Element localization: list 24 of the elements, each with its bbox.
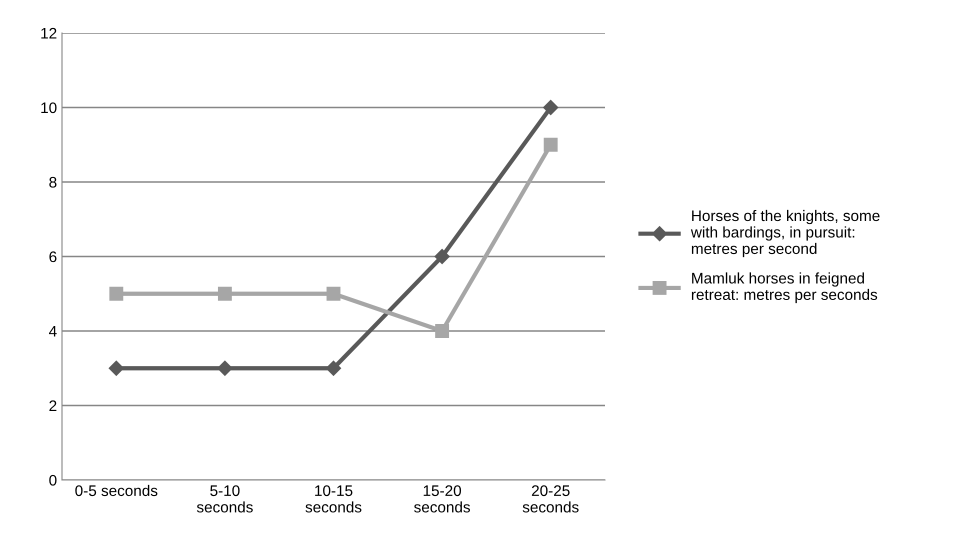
point xyxy=(326,360,342,376)
y-tick-label: 12 xyxy=(41,28,56,39)
point xyxy=(434,248,450,264)
x-tick-label: 15-20 seconds xyxy=(414,485,470,513)
legend-label: Mamluk horses in feigned retreat: metres per seconds xyxy=(692,272,878,304)
point xyxy=(217,360,232,376)
x-tick-label: 0-5 seconds xyxy=(75,484,158,496)
point xyxy=(326,286,340,301)
y-tick-label: 6 xyxy=(49,251,56,262)
x-tick-label: 5-10 seconds xyxy=(196,485,253,513)
point xyxy=(435,324,450,338)
y-tick-label: 4 xyxy=(48,326,57,337)
y-tick-label: 0 xyxy=(49,474,57,486)
point xyxy=(108,360,124,376)
point xyxy=(544,138,558,152)
point xyxy=(218,286,232,301)
x-tick-label: 20-25 seconds xyxy=(522,485,579,513)
y-tick-label: 8 xyxy=(49,176,56,188)
legend-label: Horses of the knights, some with bardings, in pursuit: metres per second xyxy=(690,210,880,258)
point xyxy=(109,286,124,301)
y-tick-label: 10 xyxy=(41,102,57,114)
point xyxy=(543,100,558,116)
x-tick-label: 10-15 seconds xyxy=(305,485,362,513)
y-tick-label: 2 xyxy=(49,400,56,412)
